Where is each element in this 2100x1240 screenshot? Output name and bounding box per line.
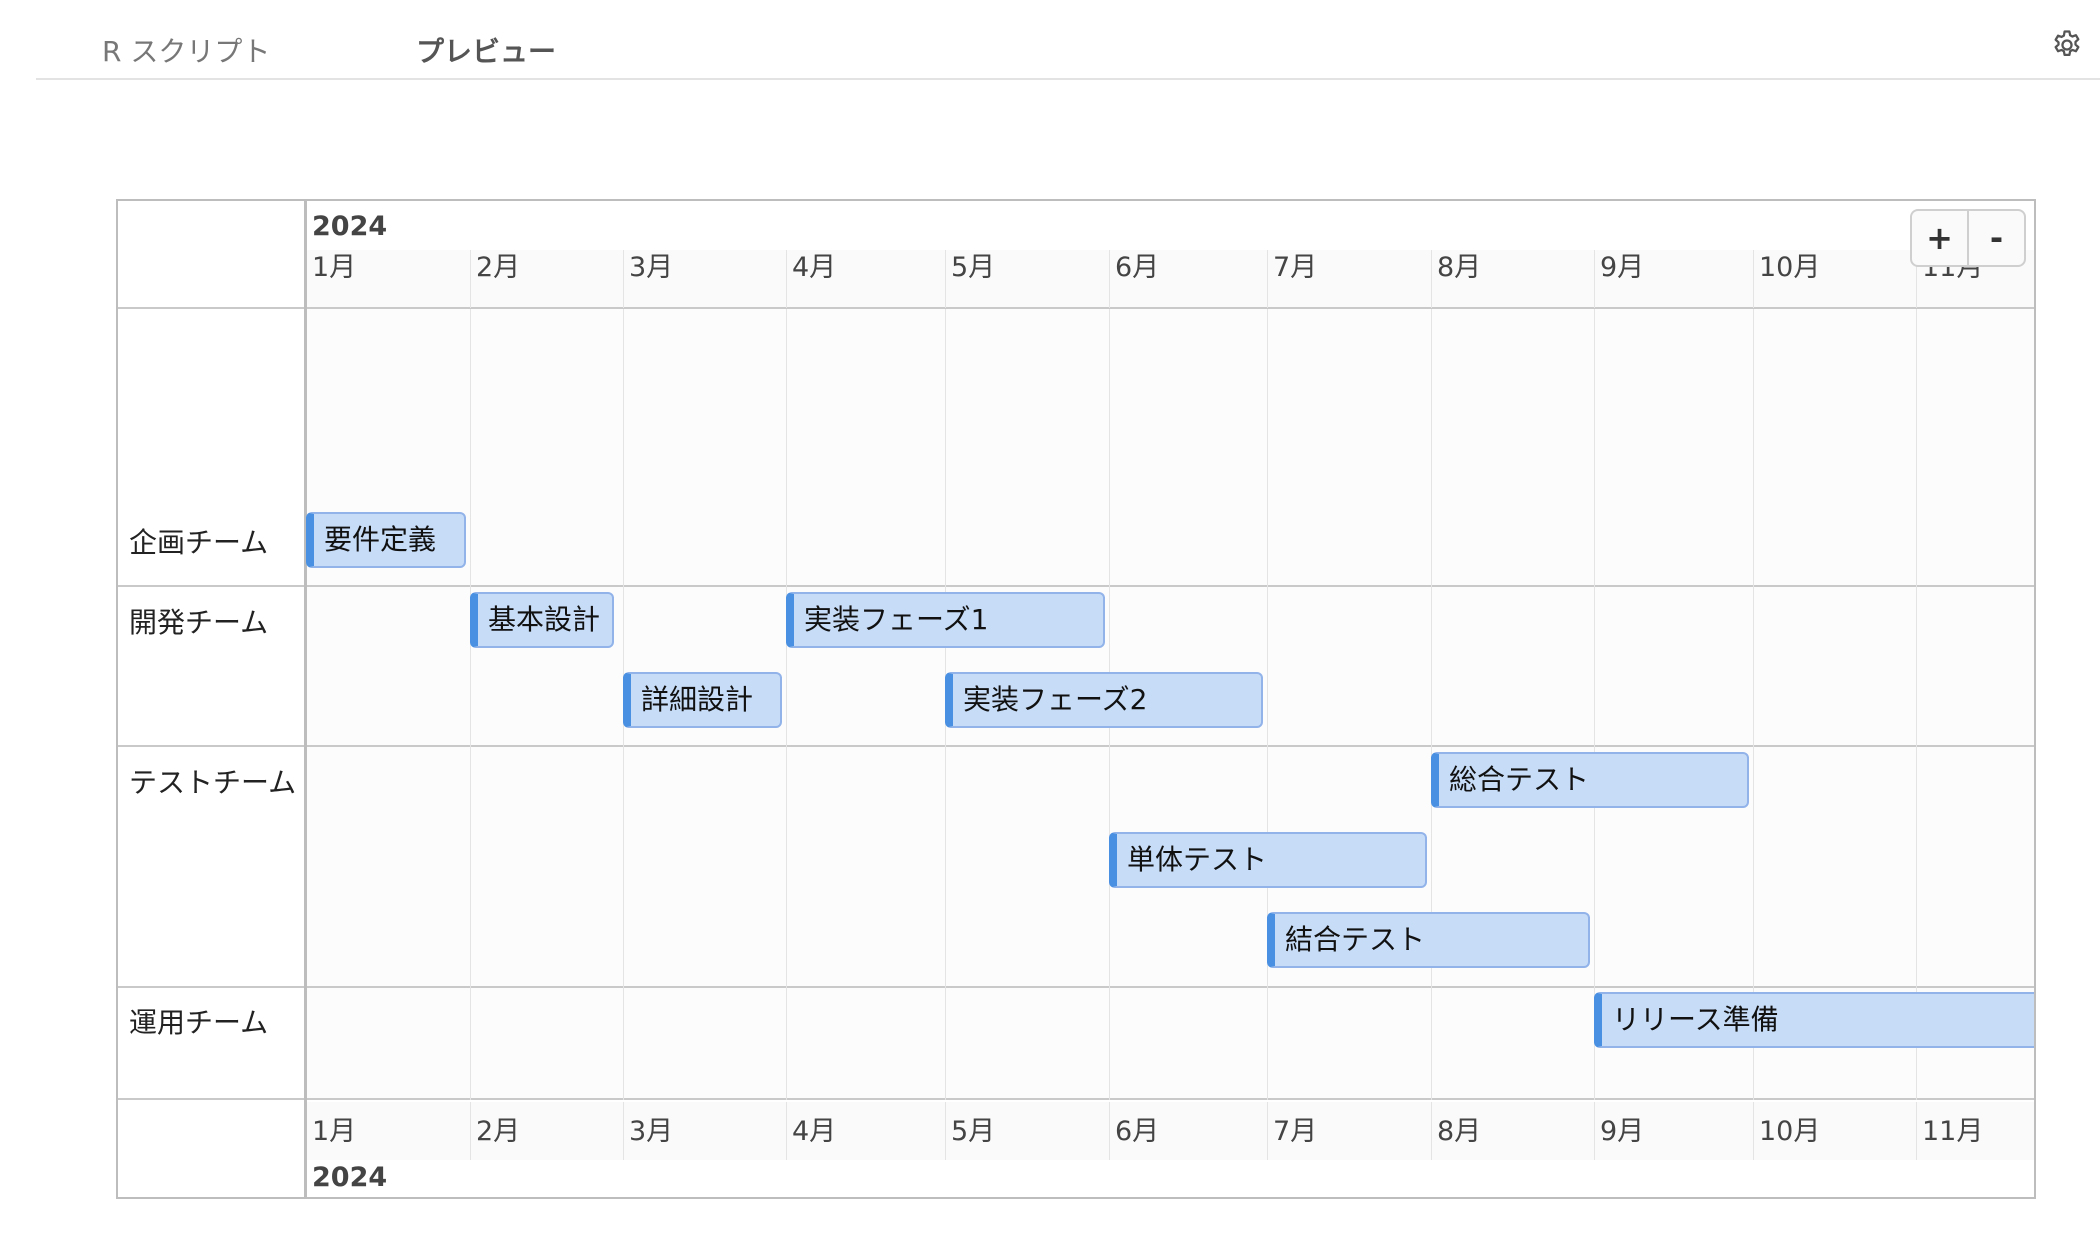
gear-icon[interactable] — [2050, 28, 2084, 62]
month-label-top: 3月 — [629, 252, 674, 283]
axis-tick — [470, 1102, 471, 1160]
group-label: 企画チーム — [129, 526, 269, 559]
month-label-bottom: 7月 — [1273, 1116, 1318, 1147]
month-label-bottom: 6月 — [1115, 1116, 1160, 1147]
group-label: 運用チーム — [129, 1006, 269, 1039]
month-label-bottom: 5月 — [951, 1116, 996, 1147]
month-gridline — [1916, 309, 1917, 1100]
month-label-top: 7月 — [1273, 252, 1318, 283]
timeline-item[interactable]: 実装フェーズ1 — [786, 592, 1105, 648]
month-label-bottom: 1月 — [312, 1116, 357, 1147]
month-label-bottom: 8月 — [1437, 1116, 1482, 1147]
month-gridline — [1753, 309, 1754, 1100]
axis-tick — [945, 250, 946, 308]
top-axis-band — [306, 250, 2034, 308]
timeline-item[interactable]: 詳細設計 — [623, 672, 782, 728]
month-label-top: 1月 — [312, 252, 357, 283]
zoom-controls: + - — [1910, 209, 2026, 267]
year-label-top: 2024 — [312, 211, 388, 242]
month-label-bottom: 4月 — [792, 1116, 837, 1147]
axis-tick — [786, 1102, 787, 1160]
tab-r-script[interactable]: R スクリプト — [102, 35, 271, 68]
timeline-chart[interactable]: 2024 2024 1月 1月 2月 2月 3月 3月 4月 4月 5月 5月 6月 6月 7月 7月 8月… — [116, 199, 2036, 1199]
group-divider — [118, 585, 2034, 587]
axis-tick — [1753, 1102, 1754, 1160]
tab-bar: R スクリプト プレビュー — [36, 0, 2100, 80]
month-gridline — [1594, 309, 1595, 1100]
month-label-bottom: 3月 — [629, 1116, 674, 1147]
axis-tick — [1267, 1102, 1268, 1160]
axis-tick — [945, 1102, 946, 1160]
axis-tick — [1431, 250, 1432, 308]
group-column-separator — [304, 201, 307, 1197]
axis-tick — [1109, 1102, 1110, 1160]
axis-tick — [623, 250, 624, 308]
axis-tick — [786, 250, 787, 308]
axis-tick — [1594, 1102, 1595, 1160]
month-label-top: 8月 — [1437, 252, 1482, 283]
month-label-top: 9月 — [1600, 252, 1645, 283]
group-label: 開発チーム — [129, 606, 269, 639]
timeline-item[interactable]: 基本設計 — [470, 592, 614, 648]
month-gridline — [786, 309, 787, 1100]
timeline-item[interactable]: 要件定義 — [306, 512, 466, 568]
zoom-in-button[interactable]: + — [1912, 211, 1969, 265]
timeline-item[interactable]: 結合テスト — [1267, 912, 1590, 968]
bottom-axis-band — [306, 1102, 2034, 1160]
month-gridline — [1431, 309, 1432, 1100]
tab-preview[interactable]: プレビュー — [416, 35, 557, 68]
month-label-top: 4月 — [792, 252, 837, 283]
axis-tick — [1753, 250, 1754, 308]
month-label-top: 5月 — [951, 252, 996, 283]
axis-tick — [1109, 250, 1110, 308]
axis-tick — [1431, 1102, 1432, 1160]
zoom-out-button[interactable]: - — [1989, 219, 2004, 257]
timeline-item[interactable]: 単体テスト — [1109, 832, 1427, 888]
year-label-bottom: 2024 — [312, 1162, 388, 1193]
month-label-top: 6月 — [1115, 252, 1160, 283]
timeline-item[interactable]: リリース準備 — [1594, 992, 2034, 1048]
axis-divider-bottom — [118, 1098, 2034, 1100]
group-divider — [118, 745, 2034, 747]
axis-tick — [1916, 1102, 1917, 1160]
axis-tick — [623, 1102, 624, 1160]
axis-tick — [1594, 250, 1595, 308]
month-label-bottom: 11月 — [1922, 1116, 1984, 1147]
month-label-bottom: 2月 — [476, 1116, 521, 1147]
month-label-bottom: 9月 — [1600, 1116, 1645, 1147]
group-label-column — [118, 201, 304, 1197]
month-gridline — [1267, 309, 1268, 1100]
month-label-top: 2月 — [476, 252, 521, 283]
timeline-item[interactable]: 実装フェーズ2 — [945, 672, 1263, 728]
group-label: テストチーム — [129, 766, 297, 799]
axis-tick — [470, 250, 471, 308]
month-gridline — [470, 309, 471, 1100]
axis-divider-top — [118, 307, 2034, 309]
month-label-top: 10月 — [1759, 252, 1821, 283]
axis-tick — [1267, 250, 1268, 308]
timeline-item[interactable]: 総合テスト — [1431, 752, 1749, 808]
group-divider — [118, 986, 2034, 988]
month-label-bottom: 10月 — [1759, 1116, 1821, 1147]
axis-tick — [1916, 250, 1917, 308]
